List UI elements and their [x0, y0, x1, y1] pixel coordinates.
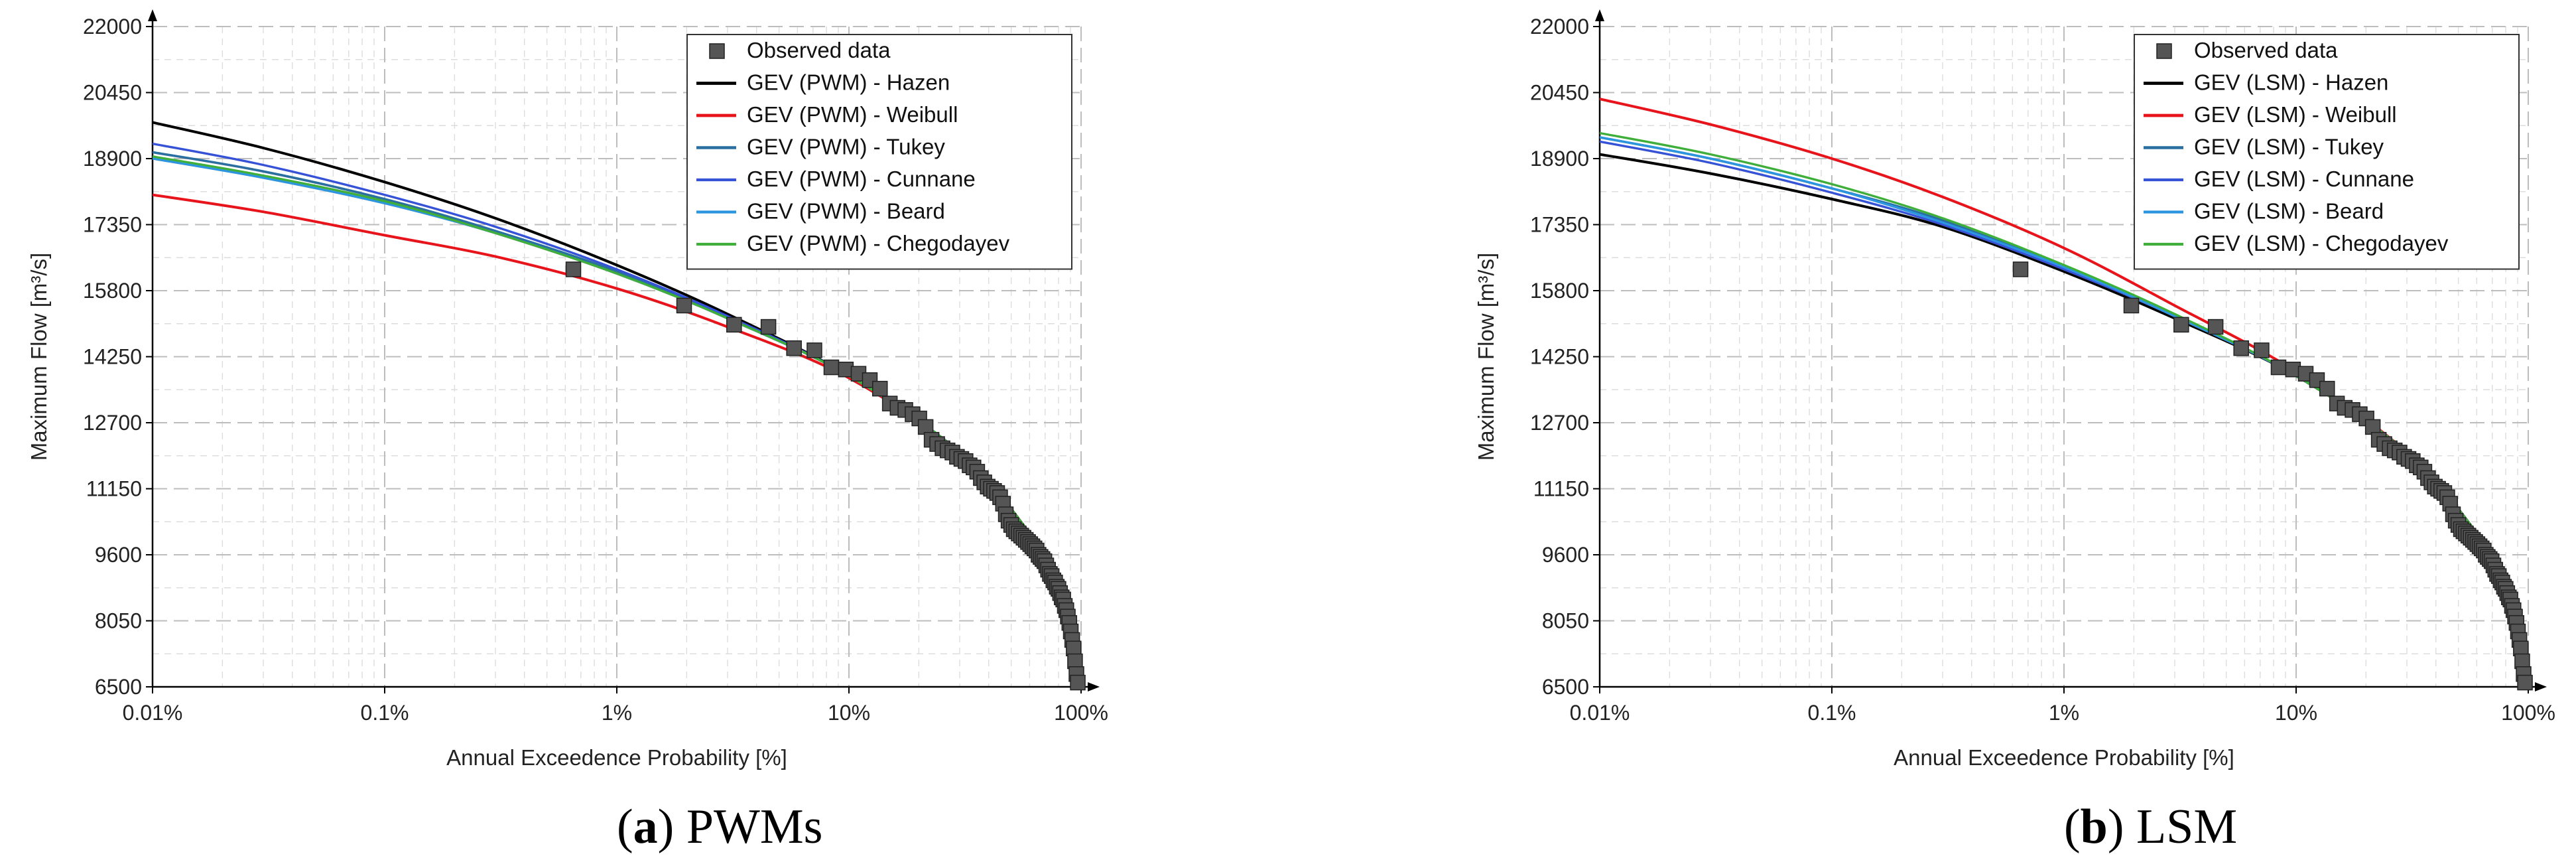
observed-point [565, 261, 582, 277]
x-tick-label: 0.1% [361, 701, 409, 725]
observed-point [2270, 359, 2287, 376]
x-axis-title: Annual Exceedence Probability [%] [446, 745, 787, 770]
caption-text: PWMs [674, 800, 822, 854]
observed-point [806, 342, 822, 358]
observed-point [2012, 261, 2029, 277]
observed-point [2233, 340, 2249, 356]
y-tick-label: 22000 [1530, 15, 1589, 38]
caption-letter: a [633, 800, 658, 854]
y-tick-label: 22000 [83, 15, 142, 38]
y-tick-label: 14250 [83, 345, 142, 369]
y-tick-label: 11150 [1533, 477, 1589, 501]
legend-label-3: GEV (PWM) - Cunnane [747, 167, 976, 191]
x-tick-label: 100% [2501, 701, 2555, 725]
observed-point [2517, 674, 2533, 691]
y-tick-label: 20450 [1530, 81, 1589, 105]
legend: Observed data GEV (PWM) - Hazen GEV (PWM) … [686, 34, 1072, 270]
x-tick-label: 100% [1054, 701, 1108, 725]
x-axis-arrow [2535, 682, 2547, 691]
observed-point [2254, 342, 2270, 358]
legend-marker-observed [2156, 43, 2172, 59]
caption-letter: b [2081, 800, 2108, 854]
observed-point [786, 340, 802, 356]
observed-point [2319, 380, 2335, 397]
legend-label-5: GEV (PWM) - Chegodayev [747, 231, 1010, 255]
y-tick-label: 8050 [95, 609, 142, 633]
panel-caption: (a) PWMs [617, 800, 822, 854]
y-axis-title: Maximum Flow [m³/s] [1474, 253, 1498, 461]
x-tick-label: 0.01% [1570, 701, 1630, 725]
y-axis-arrow [1595, 9, 1604, 21]
legend-box [686, 34, 1072, 270]
chart-panel-a: 6500 8050 9600 11150 12700 14250 15800 17350 189… [27, 9, 1108, 854]
x-tick-label: 10% [2275, 701, 2317, 725]
y-tick-label: 20450 [83, 81, 142, 105]
legend-label-observed: Observed data [2194, 38, 2338, 62]
x-tick-label: 1% [602, 701, 632, 725]
caption-paren-close: ) [658, 800, 675, 854]
legend-label-3: GEV (LSM) - Cunnane [2194, 167, 2414, 191]
observed-point [823, 359, 840, 376]
observed-point [676, 297, 692, 314]
y-tick-label: 12700 [1530, 411, 1589, 435]
legend-label-5: GEV (LSM) - Chegodayev [2194, 231, 2449, 255]
y-axis-arrow [148, 9, 157, 21]
y-tick-label: 8050 [1542, 609, 1589, 633]
legend-label-4: GEV (PWM) - Beard [747, 199, 945, 224]
y-tick-label: 11150 [86, 477, 142, 501]
legend-marker-observed [709, 43, 725, 59]
y-tick-label: 15800 [1530, 279, 1589, 303]
legend-box [2134, 34, 2520, 270]
y-tick-label: 17350 [83, 213, 142, 237]
y-tick-label: 18900 [83, 147, 142, 171]
caption-paren-open: ( [617, 800, 633, 854]
observed-point [2207, 319, 2224, 335]
x-axis-title: Annual Exceedence Probability [%] [1894, 745, 2234, 770]
y-tick-label: 12700 [83, 411, 142, 435]
legend-label-2: GEV (PWM) - Tukey [747, 135, 945, 159]
y-tick-label: 18900 [1530, 147, 1589, 171]
observed-point [1070, 674, 1086, 691]
x-tick-label: 1% [2049, 701, 2079, 725]
y-axis-title: Maximum Flow [m³/s] [27, 253, 51, 461]
caption-paren-close: ) [2108, 800, 2124, 854]
y-tick-label: 9600 [1542, 543, 1589, 567]
y-tick-label: 9600 [95, 543, 142, 567]
x-tick-label: 10% [828, 701, 870, 725]
legend-label-2: GEV (LSM) - Tukey [2194, 135, 2384, 159]
chart-panel-b: 6500 8050 9600 11150 12700 14250 15800 17350 189… [1474, 9, 2555, 854]
legend-label-1: GEV (LSM) - Weibull [2194, 102, 2397, 127]
caption-paren-open: ( [2064, 800, 2081, 854]
observed-point [871, 380, 888, 397]
y-tick-label: 17350 [1530, 213, 1589, 237]
caption-text: LSM [2124, 800, 2237, 854]
y-tick-label: 6500 [1542, 675, 1589, 699]
observed-point [2173, 317, 2189, 333]
y-tick-label: 15800 [83, 279, 142, 303]
observed-point [760, 319, 777, 335]
x-tick-label: 0.1% [1808, 701, 1856, 725]
observed-points [565, 261, 1086, 691]
y-tick-label: 6500 [95, 675, 142, 699]
legend-label-0: GEV (LSM) - Hazen [2194, 70, 2388, 95]
observed-points [2012, 261, 2533, 691]
y-tick-label: 14250 [1530, 345, 1589, 369]
observed-point [726, 317, 742, 333]
panel-caption: (b) LSM [2064, 800, 2237, 854]
legend-label-0: GEV (PWM) - Hazen [747, 70, 950, 95]
legend-label-observed: Observed data [747, 38, 891, 62]
legend-label-4: GEV (LSM) - Beard [2194, 199, 2384, 224]
x-tick-label: 0.01% [123, 701, 183, 725]
legend-label-1: GEV (PWM) - Weibull [747, 102, 958, 127]
observed-point [2123, 297, 2140, 314]
legend: Observed data GEV (LSM) - Hazen GEV (LSM) … [2134, 34, 2520, 270]
x-axis-arrow [1088, 682, 1100, 691]
